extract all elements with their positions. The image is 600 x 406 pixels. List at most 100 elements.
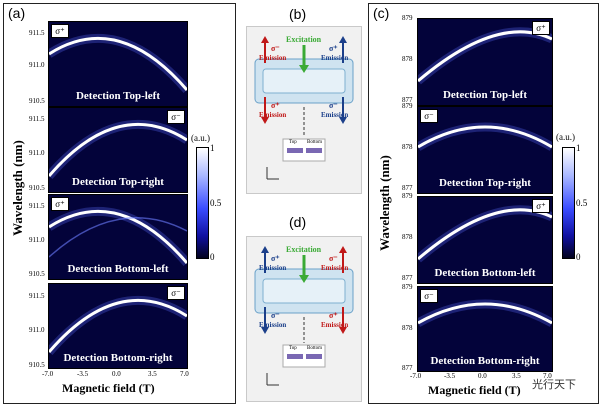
a-colorbar (196, 147, 209, 259)
panel-d-letter: (d) (289, 214, 307, 230)
a-ytick-2a: 911.5 (29, 115, 45, 123)
c-detection-2: Detection Top-right (439, 177, 531, 189)
c-ytick-4b: 878 (402, 324, 413, 332)
a-heatmap-3: σ⁺ Detection Bottom-left (48, 194, 188, 280)
a-xtick-2: 0.0 (112, 370, 121, 378)
a-colorbar-min: 0 (210, 252, 215, 262)
c-ytick-1b: 878 (402, 55, 413, 63)
c-colorbar-max: 1 (576, 143, 581, 153)
a-heatmap-4: σ⁻ Detection Bottom-right (48, 283, 188, 369)
panel-c-letter: (c) (373, 5, 390, 21)
diagram-b: Excitation σ⁻ σ⁺ Emission Emission σ⁺ σ⁻… (246, 26, 362, 194)
c-colorbar-unit: (a.u.) (556, 132, 575, 142)
d-sigma-br: σ⁺ (329, 311, 338, 320)
b-excitation-label: Excitation (286, 35, 322, 44)
c-xtick-4: 7.0 (543, 372, 552, 380)
d-sigma-bl: σ⁻ (271, 311, 280, 320)
b-emission-bl: Emission (259, 111, 287, 119)
b-emission-tr: Emission (321, 54, 349, 62)
a-heatmap-1: σ⁺ Detection Top-left (48, 21, 188, 107)
b-sigma-br: σ⁻ (329, 101, 338, 110)
b-emission-br: Emission (321, 111, 349, 119)
c-ytick-3a: 879 (402, 192, 413, 200)
d-excitation-label: Excitation (286, 245, 322, 254)
c-xtick-3: 3.5 (512, 372, 521, 380)
a-ytick-2c: 910.5 (29, 184, 45, 192)
c-xlabel: Magnetic field (T) (428, 383, 521, 397)
a-ytick-3b: 911.0 (29, 236, 45, 244)
d-sigma-tr: σ⁻ (329, 254, 338, 263)
a-ytick-1c: 910.5 (29, 97, 45, 105)
d-sigma-tl: σ⁺ (271, 254, 280, 263)
a-xtick-0: -7.0 (42, 370, 54, 378)
a-detection-4: Detection Bottom-right (63, 352, 173, 364)
c-ytick-2a: 879 (402, 102, 413, 110)
c-ytick-1c: 877 (402, 96, 413, 104)
b-sigma-bl: σ⁺ (271, 101, 280, 110)
c-heatmap-4: σ⁻ Detection Bottom-right (417, 286, 553, 372)
c-sigma-3: σ⁺ (532, 199, 550, 213)
c-ytick-3c: 877 (402, 274, 413, 282)
a-ytick-2b: 911.0 (29, 149, 45, 157)
a-sigma-1: σ⁺ (51, 24, 69, 38)
c-sigma-2: σ⁻ (420, 109, 438, 123)
a-sigma-2: σ⁻ (167, 110, 185, 124)
d-emission-tr: Emission (321, 264, 349, 272)
a-colorbar-unit: (a.u.) (191, 133, 210, 143)
a-xlabel: Magnetic field (T) (62, 381, 155, 395)
a-sigma-3: σ⁺ (51, 197, 69, 211)
diagram-d: Excitation σ⁺ σ⁻ Emission Emission σ⁻ σ⁺… (246, 236, 362, 402)
a-ytick-1a: 911.5 (29, 29, 45, 37)
panel-a-letter: (a) (8, 5, 26, 21)
a-ytick-4b: 911.0 (29, 326, 45, 334)
a-detection-2: Detection Top-right (72, 176, 164, 188)
c-ytick-2c: 877 (402, 184, 413, 192)
c-ylabel: Wavelength (nm) (377, 155, 392, 251)
c-colorbar-mid: 0.5 (576, 198, 588, 208)
a-ytick-3a: 911.5 (29, 202, 45, 210)
b-emission-tl: Emission (259, 54, 287, 62)
d-emission-br: Emission (321, 321, 349, 329)
a-detection-3: Detection Bottom-left (67, 263, 169, 275)
c-heatmap-3: σ⁺ Detection Bottom-left (417, 196, 553, 284)
a-ytick-4a: 911.5 (29, 292, 45, 300)
b-top-label: Top (289, 140, 297, 145)
b-bottom-label: Bottom (307, 140, 323, 145)
a-colorbar-max: 1 (210, 143, 215, 153)
c-sigma-1: σ⁺ (532, 21, 550, 35)
a-sigma-4: σ⁻ (167, 286, 185, 300)
a-ytick-1b: 911.0 (29, 61, 45, 69)
c-ytick-1a: 879 (402, 14, 413, 22)
c-colorbar-min: 0 (576, 252, 581, 262)
a-ytick-3c: 910.5 (29, 270, 45, 278)
a-heatmap-2: σ⁻ Detection Top-right (48, 107, 188, 193)
b-sigma-tl: σ⁻ (271, 44, 280, 53)
d-emission-tl: Emission (259, 264, 287, 272)
c-heatmap-2: σ⁻ Detection Top-right (417, 106, 553, 194)
c-xtick-1: -3.5 (444, 372, 456, 380)
c-detection-4: Detection Bottom-right (430, 355, 540, 367)
d-top-label: Top (289, 346, 297, 351)
a-xtick-1: -3.5 (77, 370, 89, 378)
a-xtick-3: 3.5 (148, 370, 157, 378)
d-bottom-label: Bottom (307, 346, 323, 351)
c-ytick-4a: 879 (402, 283, 413, 291)
c-detection-1: Detection Top-left (442, 89, 527, 101)
watermark: 光行天下 (532, 378, 576, 391)
a-ylabel: Wavelength (nm) (10, 140, 25, 236)
panel-b-letter: (b) (289, 6, 307, 22)
c-sigma-4: σ⁻ (420, 289, 438, 303)
c-ytick-2b: 878 (402, 143, 413, 151)
a-xtick-4: 7.0 (180, 370, 189, 378)
c-xtick-0: -7.0 (410, 372, 422, 380)
c-detection-3: Detection Bottom-left (434, 267, 536, 279)
a-detection-1: Detection Top-left (75, 90, 160, 102)
b-sigma-tr: σ⁺ (329, 44, 338, 53)
d-emission-bl: Emission (259, 321, 287, 329)
c-heatmap-1: σ⁺ Detection Top-left (417, 18, 553, 106)
a-ytick-4c: 910.5 (29, 361, 45, 369)
c-ytick-3b: 878 (402, 233, 413, 241)
c-colorbar (562, 147, 575, 259)
c-ytick-4c: 877 (402, 364, 413, 372)
a-colorbar-mid: 0.5 (210, 198, 222, 208)
